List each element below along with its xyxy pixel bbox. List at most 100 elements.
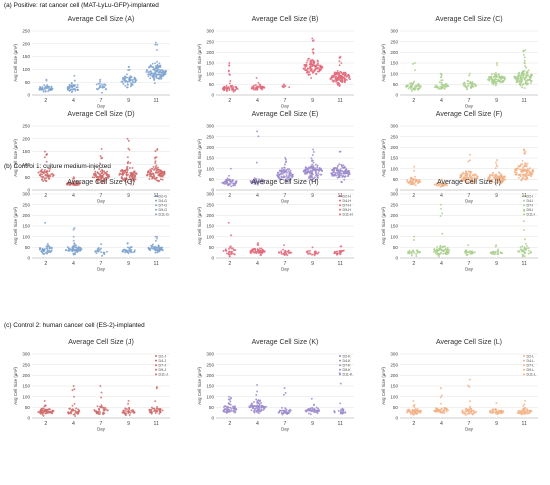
y-tick-label: 200 — [22, 213, 30, 218]
data-point — [148, 409, 151, 412]
data-point — [522, 229, 525, 231]
data-point — [129, 161, 132, 164]
data-point — [122, 250, 125, 253]
data-point — [524, 242, 527, 245]
data-point — [313, 70, 316, 73]
data-point — [520, 78, 523, 81]
data-point — [49, 167, 51, 170]
data-point — [284, 169, 287, 172]
data-point — [96, 178, 99, 181]
data-point — [125, 173, 128, 176]
data-point — [131, 78, 134, 81]
data-point — [228, 62, 231, 64]
data-point — [443, 410, 445, 413]
data-point — [43, 84, 46, 87]
data-point — [410, 176, 413, 179]
data-point — [157, 66, 160, 69]
data-point — [253, 409, 256, 412]
chart-title: Average Cell Size (H) — [251, 179, 318, 186]
chart-panel-c: Average Cell Size (C) 0 50 100 150 200 250 300 A… — [374, 12, 544, 109]
data-point — [228, 406, 231, 409]
y-axis-label: Avg Cell Size (μm²) — [381, 207, 386, 245]
data-point — [73, 74, 76, 77]
data-point — [311, 408, 314, 411]
data-point — [319, 173, 322, 176]
data-point — [527, 74, 530, 77]
data-point — [280, 250, 283, 253]
y-tick-label: 0 — [395, 256, 398, 261]
data-point — [466, 82, 469, 85]
data-point — [232, 248, 235, 251]
data-point — [100, 181, 103, 183]
data-point — [79, 182, 82, 185]
x-tick-label: 7 — [284, 261, 287, 267]
data-point — [288, 178, 291, 181]
data-point — [151, 245, 153, 248]
data-point — [254, 407, 257, 410]
data-point — [223, 87, 226, 90]
x-tick-label: 11 — [154, 421, 159, 427]
chart-panel-e: Average Cell Size (E) 0 50 100 150 200 250 300 A… — [190, 107, 360, 204]
data-point — [462, 178, 465, 181]
data-point — [129, 85, 132, 88]
data-point — [518, 173, 521, 176]
legend-marker — [339, 204, 341, 207]
data-point — [128, 167, 131, 169]
data-point — [52, 410, 55, 413]
data-point — [156, 237, 158, 240]
data-point — [333, 79, 336, 82]
x-tick-label: 4 — [256, 261, 259, 267]
series-d11-k — [333, 372, 347, 415]
legend-marker — [523, 373, 525, 376]
data-point — [523, 407, 526, 409]
data-point — [314, 174, 317, 177]
data-point — [64, 249, 67, 252]
data-point — [407, 87, 410, 90]
data-point — [524, 150, 527, 153]
data-point — [44, 221, 47, 224]
x-tick-label: 7 — [284, 421, 287, 427]
data-point — [516, 79, 519, 82]
data-point — [101, 169, 104, 172]
data-point — [473, 82, 476, 85]
data-point — [469, 405, 471, 408]
data-point — [316, 412, 319, 415]
y-tick-label: 200 — [206, 213, 214, 218]
data-point — [470, 250, 473, 253]
data-point — [281, 167, 284, 169]
data-point — [529, 410, 531, 413]
data-point — [333, 410, 336, 412]
data-point — [260, 408, 263, 411]
data-point — [309, 60, 312, 63]
data-point — [466, 79, 469, 82]
series-d7-l — [461, 378, 478, 416]
data-point — [316, 168, 319, 171]
legend-entry: D2-G — [159, 194, 168, 198]
data-point — [440, 394, 443, 397]
data-point — [280, 412, 283, 415]
legend-entry: D9-G — [159, 208, 168, 212]
data-point — [491, 81, 493, 84]
x-tick-label: 9 — [495, 421, 498, 427]
data-point — [315, 406, 318, 409]
data-point — [226, 177, 229, 180]
data-point — [122, 179, 125, 182]
data-point — [103, 179, 106, 182]
data-point — [156, 148, 159, 151]
data-point — [497, 78, 500, 81]
series-d2-l — [406, 399, 422, 416]
chart-title: Average Cell Size (A) — [68, 16, 135, 23]
data-point — [123, 78, 126, 81]
data-point — [126, 76, 129, 79]
data-point — [67, 247, 70, 250]
chart-panel-f: Average Cell Size (F) 0 50 100 150 200 250 300 A… — [374, 107, 544, 204]
data-point — [283, 393, 285, 396]
data-point — [257, 81, 260, 84]
data-point — [159, 69, 162, 72]
data-point — [260, 179, 263, 182]
x-tick-label: 9 — [495, 261, 498, 267]
data-point — [47, 85, 50, 88]
data-point — [154, 400, 157, 403]
data-point — [97, 175, 100, 178]
